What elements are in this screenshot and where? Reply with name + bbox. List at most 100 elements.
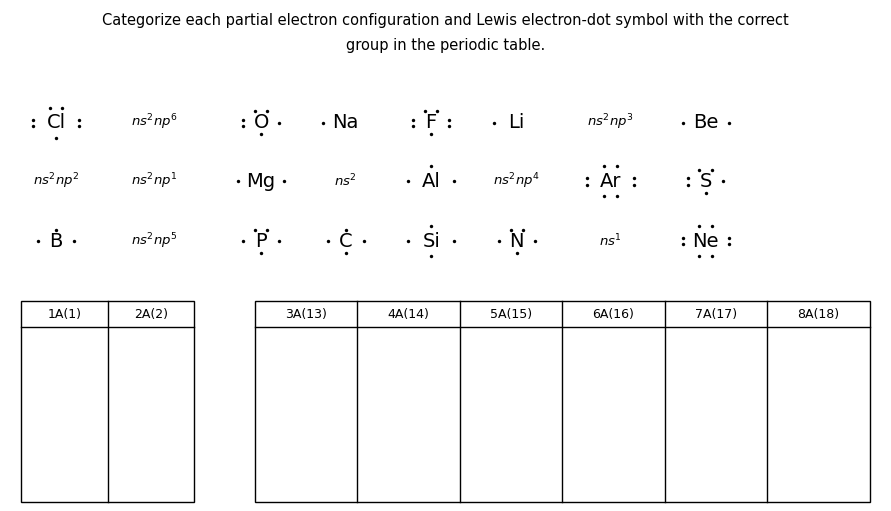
Point	[626, 174, 641, 182]
Point	[31, 237, 45, 245]
Point	[424, 222, 438, 230]
Point	[315, 119, 330, 127]
Point	[236, 237, 250, 245]
Point	[424, 162, 438, 171]
Point	[72, 122, 86, 130]
Text: Categorize each partial electron configuration and Lewis electron-dot symbol wit: Categorize each partial electron configu…	[102, 13, 789, 28]
Point	[442, 122, 456, 130]
Point	[424, 252, 438, 260]
Point	[527, 237, 542, 245]
Point	[609, 162, 624, 171]
Point	[49, 133, 63, 142]
Text: 8A(18): 8A(18)	[797, 308, 839, 321]
Point	[681, 174, 695, 182]
Point	[447, 177, 462, 185]
Point	[406, 122, 421, 130]
Text: P: P	[255, 231, 267, 251]
Point	[675, 240, 690, 248]
Point	[277, 177, 291, 185]
Point	[26, 122, 40, 130]
Text: $ns^2np^4$: $ns^2np^4$	[494, 172, 540, 191]
Point	[401, 177, 415, 185]
Text: $ns^2np^2$: $ns^2np^2$	[33, 172, 79, 191]
Text: $ns^2np^3$: $ns^2np^3$	[587, 113, 634, 132]
Point	[722, 240, 736, 248]
Point	[510, 249, 524, 257]
Point	[248, 225, 262, 234]
Point	[43, 104, 57, 112]
Point	[675, 234, 690, 242]
Point	[231, 177, 245, 185]
Point	[580, 180, 594, 189]
Point	[248, 107, 262, 115]
Point	[26, 115, 40, 124]
Text: C: C	[339, 231, 353, 251]
Point	[67, 237, 81, 245]
Point	[430, 107, 445, 115]
Point	[406, 115, 421, 124]
Point	[609, 192, 624, 200]
Point	[492, 237, 506, 245]
Point	[272, 119, 286, 127]
Text: 5A(15): 5A(15)	[490, 308, 532, 321]
Text: F: F	[426, 113, 437, 132]
Text: Si: Si	[422, 231, 440, 251]
Text: Na: Na	[332, 113, 359, 132]
Point	[418, 107, 432, 115]
Point	[705, 166, 719, 174]
Bar	[255, 301, 870, 502]
Text: 6A(16): 6A(16)	[593, 308, 634, 321]
Point	[260, 225, 274, 234]
Point	[321, 237, 335, 245]
Point	[626, 180, 641, 189]
Point	[692, 222, 707, 230]
Point	[424, 130, 438, 138]
Text: $ns^2np^6$: $ns^2np^6$	[131, 113, 177, 132]
Point	[503, 225, 518, 234]
Text: Be: Be	[693, 113, 718, 132]
Point	[401, 237, 415, 245]
Point	[272, 237, 286, 245]
Point	[486, 119, 501, 127]
Text: group in the periodic table.: group in the periodic table.	[346, 38, 545, 53]
Text: Li: Li	[509, 113, 525, 132]
Point	[55, 104, 69, 112]
Point	[72, 115, 86, 124]
Text: 4A(14): 4A(14)	[388, 308, 429, 321]
Text: N: N	[510, 231, 524, 251]
Point	[716, 177, 731, 185]
Point	[580, 174, 594, 182]
Point	[339, 249, 353, 257]
Text: 7A(17): 7A(17)	[695, 308, 737, 321]
Point	[254, 130, 268, 138]
Text: O: O	[253, 113, 269, 132]
Point	[597, 162, 611, 171]
Point	[705, 252, 719, 260]
Text: Al: Al	[421, 172, 441, 191]
Text: 3A(13): 3A(13)	[285, 308, 327, 321]
Text: $ns^2$: $ns^2$	[334, 173, 357, 190]
Point	[49, 225, 63, 234]
Point	[681, 180, 695, 189]
Text: 2A(2): 2A(2)	[134, 308, 168, 321]
Text: $ns^1$: $ns^1$	[599, 233, 622, 249]
Text: S: S	[699, 172, 712, 191]
Point	[705, 222, 719, 230]
Point	[597, 192, 611, 200]
Text: Ne: Ne	[692, 231, 719, 251]
Point	[254, 249, 268, 257]
Point	[339, 225, 353, 234]
Text: B: B	[49, 231, 63, 251]
Text: Mg: Mg	[247, 172, 275, 191]
Text: $ns^2np^1$: $ns^2np^1$	[131, 172, 177, 191]
Point	[699, 189, 713, 197]
Point	[442, 115, 456, 124]
Point	[675, 119, 690, 127]
Point	[722, 119, 736, 127]
Point	[236, 122, 250, 130]
Text: $ns^2np^5$: $ns^2np^5$	[131, 231, 177, 251]
Point	[236, 115, 250, 124]
Point	[356, 237, 371, 245]
Point	[692, 166, 707, 174]
Point	[722, 234, 736, 242]
